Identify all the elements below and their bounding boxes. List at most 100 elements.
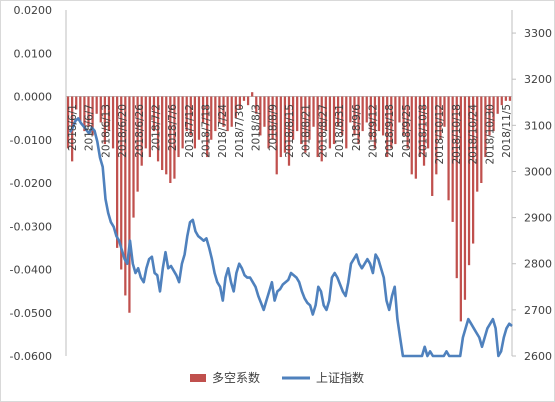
bar [426,96,430,149]
bar [120,96,123,270]
bar [267,96,270,149]
right-tick-label: 3200 [524,73,552,86]
bar [218,96,221,123]
bar [308,96,311,140]
bar [148,96,152,158]
x-tick-label: 2018/8/9 [267,104,279,151]
bar [484,96,487,158]
x-tick-label: 2018/9/12 [367,104,379,158]
legend-label-bar: 多空系数 [212,370,260,385]
axes: 0.0200 0.0100 0.0000 -0.0100 -0.0200 -0.0300 -… [10,4,552,363]
x-tick-label: 2018/10/18 [451,104,463,165]
bar [111,96,115,149]
bar [193,96,197,149]
x-tick-label: 2018/8/27 [317,104,329,158]
bar [332,96,336,145]
right-tick-label: 2800 [524,258,552,271]
bar [107,96,111,132]
bar [177,96,180,158]
bar [214,96,217,132]
bar [75,96,78,110]
left-tick-label: -0.0200 [10,177,52,190]
bar [156,96,160,162]
bar [447,96,450,201]
bar [242,96,246,101]
bar [173,96,176,179]
left-tick-label: 0.0000 [14,91,53,104]
bar [496,96,499,114]
bar [66,96,70,149]
bar [300,96,303,145]
x-tick-label: 2018/7/30 [234,104,246,158]
x-tick-label: 2018/9/18 [384,104,396,158]
bar [381,96,385,136]
x-tick-label: 2018/8/31 [334,104,346,158]
bar [472,96,475,244]
bar [414,96,417,179]
bar [336,96,340,127]
bar [263,96,266,127]
bar [128,96,131,313]
bar [91,96,94,136]
bar [341,96,344,136]
bars-layer [66,92,512,322]
x-tick-label: 2018/10/30 [484,104,496,165]
bar [169,96,172,183]
bar [230,96,233,127]
bar [251,92,254,97]
bar [259,96,262,136]
bar [234,96,237,119]
bar [165,96,168,175]
bar [181,96,184,149]
bar [271,96,274,140]
right-tick-label: 2600 [524,350,552,363]
bar [304,96,307,153]
x-tick-label: 2018/6/20 [117,104,129,158]
bar [140,96,143,166]
x-tick-label: 2018/8/21 [301,104,313,158]
bar [480,96,483,183]
x-tick-label: 2018/7/12 [184,104,196,158]
bar [365,96,368,123]
bar [361,96,364,132]
bar [488,96,491,136]
legend-label-line: 上证指数 [316,370,364,385]
bar [353,96,356,136]
left-tick-label: -0.0100 [10,134,52,147]
bar [279,96,282,158]
bar [144,96,147,149]
x-tick-label: 2018/6/7 [84,104,96,151]
bar [431,96,434,196]
bar [275,96,278,175]
x-tick-label: 2018/9/25 [401,104,413,158]
bar [206,96,209,158]
bar [87,96,90,127]
left-tick-label: -0.0400 [10,264,52,277]
bar [492,96,495,132]
left-tick-label: 0.0100 [14,47,53,60]
index-line [68,117,513,358]
bar [246,96,250,106]
bar [435,96,438,175]
legend-swatch-bar [190,374,206,382]
bar [504,96,507,101]
x-tick-label: 2018/7/6 [167,104,179,151]
bar [500,96,503,106]
bar [210,96,213,140]
x-tick-label: 2018/6/1 [67,104,79,151]
bar [116,96,119,248]
x-tick-label: 2018/10/24 [468,104,480,165]
bar [390,96,393,149]
x-tick-label: 2018/9/6 [351,104,363,151]
bar [406,96,409,149]
bar [455,96,458,279]
bar [238,96,242,110]
bar [328,96,332,149]
bar [418,96,422,158]
bar [255,96,258,114]
bar [369,96,372,140]
bar [357,96,360,145]
bar [152,96,156,132]
x-tick-label: 2018/6/13 [100,104,112,158]
